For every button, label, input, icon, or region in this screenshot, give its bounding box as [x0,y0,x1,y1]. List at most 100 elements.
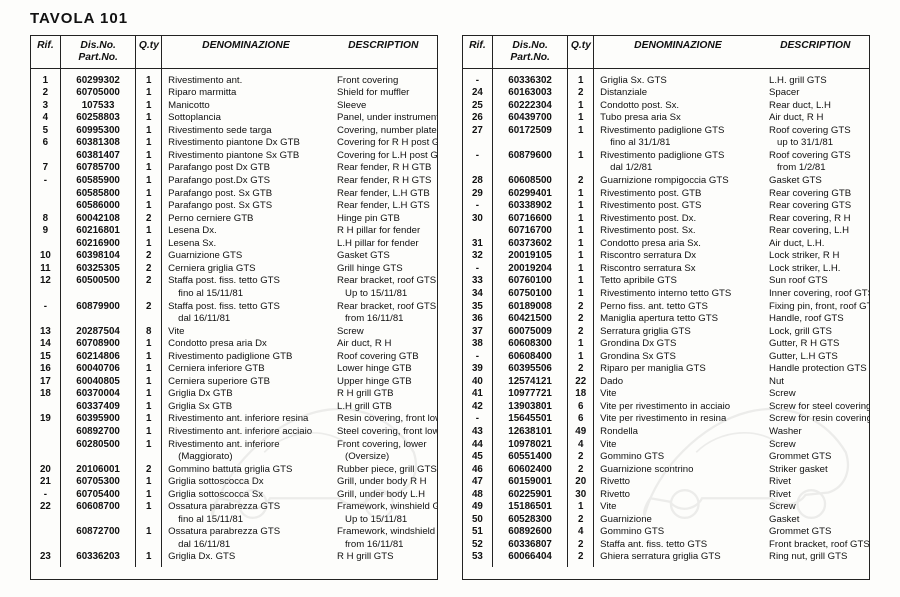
table-cell: Rivestimento ant. inferiore resina [162,413,329,426]
table-cell: Gasket [761,514,869,527]
table-cell: 60336807 [493,539,568,552]
table-cell: 10 [31,250,60,263]
table-cell: 60551400 [493,451,568,464]
table-cell [31,401,60,414]
table-cell: 60373602 [493,238,568,251]
table-cell: 14 [31,338,60,351]
table-cell: 107533 [61,100,136,113]
table-cell: 60299302 [61,75,136,88]
table-cell [61,313,136,326]
table-cell: Vite per rivestimento in acciaio [594,401,761,414]
table-cell: 45 [463,451,492,464]
table-cell: 11 [31,263,60,276]
table-cell: Rivestimento post. Sx. [594,225,761,238]
table-cell: 2 [568,87,593,100]
table-cell: - [31,175,60,188]
table-cell [463,162,492,175]
table-cell: 1 [136,338,161,351]
table-cell: Ossatura parabrezza GTS [162,526,329,539]
table-cell: 20 [568,476,593,489]
table-cell: fino al 31/1/81 [594,137,761,150]
table-cell: 60439700 [493,112,568,125]
table-cell: Rear duct, L.H [761,100,869,113]
table-cell: 1 [568,188,593,201]
table-cell: Ghiera serratura griglia GTS [594,551,761,564]
table-cell: Guarnizione scontrino [594,464,761,477]
table-cell: 13 [31,326,60,339]
table-cell: L.H. grill GTS [761,75,869,88]
table-cell: 60381308 [61,137,136,150]
table-cell: 60760100 [493,275,568,288]
table-cell: Griglia Dx. GTS [162,551,329,564]
table-cell [136,514,161,527]
table-cell [463,137,492,150]
table-cell: 35 [463,301,492,314]
table-cell: Gutter, R H GTS [761,338,869,351]
table-cell: 1 [136,200,161,213]
table-cell: 1 [136,413,161,426]
table-cell: 60325305 [61,263,136,276]
table-cell: 1 [568,225,593,238]
table-cell: 1 [136,87,161,100]
table-cell [493,162,568,175]
table-cell: 37 [463,326,492,339]
header-rif-2: Rif. [463,36,493,68]
table-cell: Condotto post. Sx. [594,100,761,113]
table-cell: R H pillar for fender [329,225,437,238]
table-cell: 1 [136,551,161,564]
table-cell: Resin covering, front lower [329,413,437,426]
table-cell: Air duct, L.H. [761,238,869,251]
table-cell: from 1/2/81 [761,162,869,175]
table-cell: from 16/11/81 [329,539,437,552]
table-cell: 1 [136,526,161,539]
table-cell: 1 [136,75,161,88]
table-cell: Grommet GTS [761,451,869,464]
table-cell: Washer [761,426,869,439]
table-cell: 60705000 [61,87,136,100]
header-rif: Rif. [31,36,61,68]
table-cell [31,150,60,163]
table-cell: 4 [31,112,60,125]
table-cell: 60225901 [493,489,568,502]
table-cell: 2 [136,213,161,226]
table-cell: 60879600 [493,150,568,163]
table-cell: Front covering [329,75,437,88]
table-cell: Screw for resin covering [761,413,869,426]
table-cell: 60608500 [493,175,568,188]
table-cell: Griglia Sx. GTS [594,75,761,88]
table-cell: 60995300 [61,125,136,138]
table-cell: 1 [568,150,593,163]
table-cell: 48 [463,489,492,502]
table-cell: 1 [136,125,161,138]
table-cell: 1 [568,213,593,226]
table-cell: 60280500 [61,439,136,452]
table-cell: 60398104 [61,250,136,263]
table-cell [136,539,161,552]
table-cell: 1 [568,200,593,213]
table-cell: Griglia sottoscocca Sx [162,489,329,502]
table-cell: 22 [31,501,60,514]
table-cell: 42 [463,401,492,414]
table-cell [31,451,60,464]
table-cell: 47 [463,476,492,489]
header-qty-2: Q.ty [568,36,594,68]
table-cell: Fixing pin, front, roof GTS [761,301,869,314]
table-cell: - [463,75,492,88]
table-cell: Rivestimento padiglione GTB [162,351,329,364]
table-cell [31,526,60,539]
table-cell: 52 [463,539,492,552]
table-cell: 1 [136,175,161,188]
table-cell: Rear covering, L.H [761,225,869,238]
table-cell: Rubber piece, grill GTS [329,464,437,477]
table-cell [61,514,136,527]
table-cell: 1 [568,275,593,288]
table-cell: 1 [568,112,593,125]
table-cell: Rivestimento padiglione GTS [594,125,761,138]
table-cell: from 16/11/81 [329,313,437,326]
table-cell: 60042108 [61,213,136,226]
table-cell: Sottoplancia [162,112,329,125]
table-cell: Framework, winshield GTS [329,501,437,514]
table-cell [493,137,568,150]
table-cell: 1 [136,388,161,401]
table-cell: 18 [568,388,593,401]
